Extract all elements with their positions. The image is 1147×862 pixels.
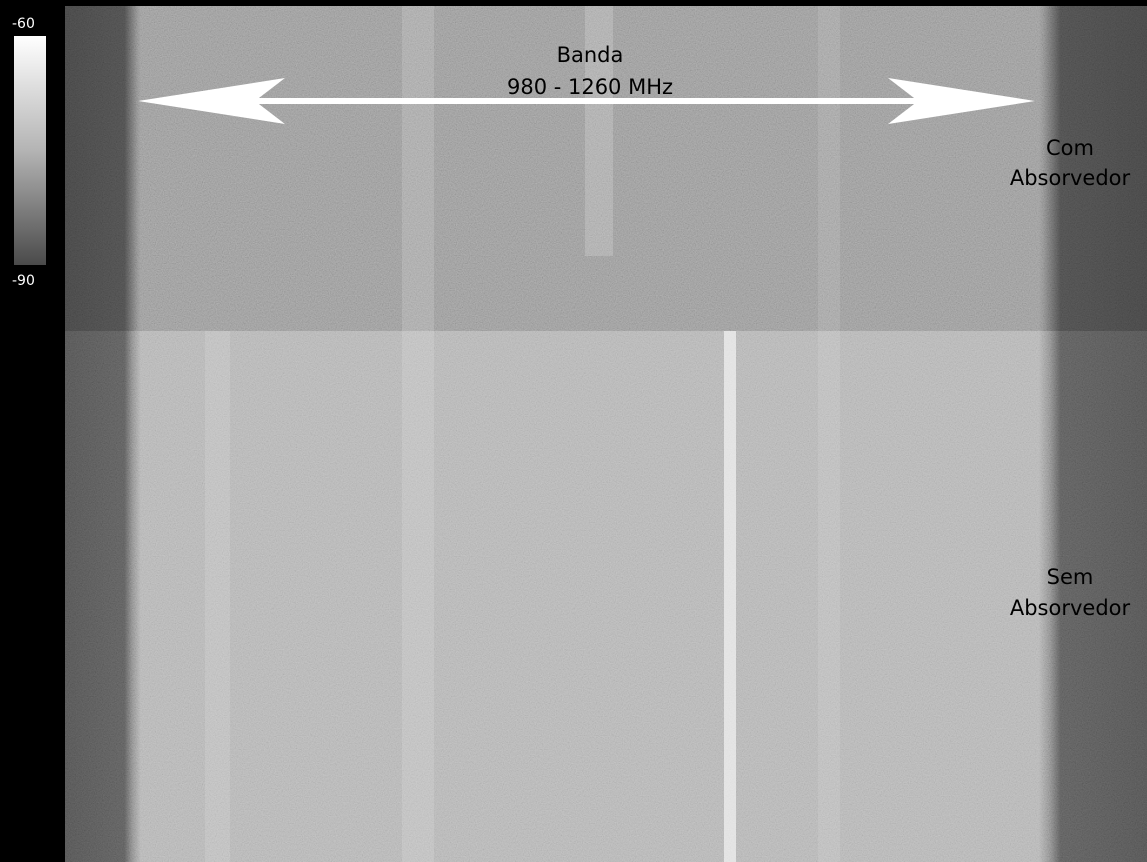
lower-label: Sem	[1047, 565, 1094, 589]
upper-label: Com	[1046, 136, 1094, 160]
arrow-head-right	[888, 78, 1035, 124]
arrow-head-left	[138, 78, 285, 124]
top-border	[65, 0, 1147, 6]
band-range: 980 - 1260 MHz	[507, 75, 673, 99]
colorbar-min-label: -90	[12, 273, 35, 289]
lower-label: Absorvedor	[1010, 596, 1131, 620]
upper-label: Absorvedor	[1010, 166, 1131, 190]
band-title: Banda	[557, 43, 624, 67]
noise	[65, 6, 1147, 862]
spectrogram	[65, 0, 1147, 862]
arrow-shaft	[200, 98, 980, 104]
colorbar-max-label: -60	[12, 16, 35, 32]
colorbar	[14, 36, 46, 265]
band-arrow	[138, 78, 1035, 124]
